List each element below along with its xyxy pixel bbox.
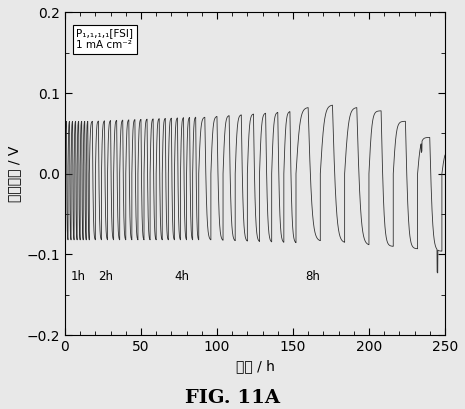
Y-axis label: 電池電圧 / V: 電池電圧 / V — [7, 146, 21, 202]
Text: 2h: 2h — [99, 270, 113, 283]
Text: FIG. 11A: FIG. 11A — [185, 389, 280, 407]
Text: P₁,₁,₁,₁[FSI]
1 mA cm⁻²: P₁,₁,₁,₁[FSI] 1 mA cm⁻² — [76, 29, 133, 50]
X-axis label: 時間 / h: 時間 / h — [235, 360, 274, 373]
Text: 8h: 8h — [305, 270, 320, 283]
Text: 1h: 1h — [71, 270, 86, 283]
Text: 4h: 4h — [174, 270, 189, 283]
